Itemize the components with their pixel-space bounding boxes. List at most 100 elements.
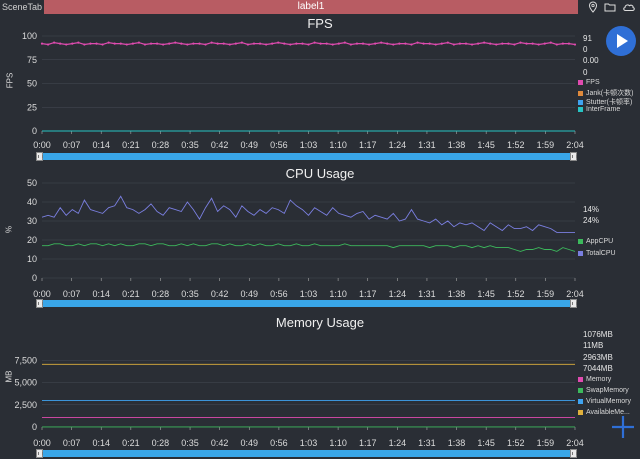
fps-point	[355, 42, 359, 45]
y-tick-label: 25	[27, 102, 37, 112]
cloud-icon[interactable]	[622, 2, 636, 12]
legend-label: VirtualMemory	[586, 398, 631, 405]
fps-point	[386, 42, 389, 45]
x-tick-label: 1:31	[418, 438, 436, 448]
fps-point	[367, 43, 371, 46]
legend-label: AvailableMe...	[586, 409, 630, 416]
legend-label: Jank(卡顿次数)	[586, 90, 634, 97]
fps-point	[234, 42, 237, 45]
add-button[interactable]	[610, 414, 636, 440]
x-tick-label: 1:24	[389, 140, 407, 150]
x-tick-label: 1:45	[477, 140, 495, 150]
legend-item-stutter[interactable]: Stutter(卡顿率)	[578, 97, 632, 107]
slider-handle-left[interactable]	[36, 449, 43, 458]
legend-swatch	[578, 251, 583, 256]
fps-point	[531, 42, 534, 45]
slider-handle-left[interactable]	[36, 299, 43, 308]
legend-item-fps[interactable]: FPS	[578, 79, 600, 86]
fps-value: 91	[583, 34, 592, 43]
legend-item-virtualmemory[interactable]: VirtualMemory	[578, 398, 631, 405]
slider-handle-right[interactable]	[570, 152, 577, 161]
legend-item-availablememory[interactable]: AvailableMe...	[578, 409, 630, 416]
legend-item-memory[interactable]: Memory	[578, 376, 611, 383]
fps-point	[119, 42, 122, 45]
x-tick-label: 0:42	[211, 289, 229, 299]
location-pin-icon[interactable]	[588, 1, 598, 13]
fps-point	[307, 43, 310, 46]
fps-point	[331, 43, 334, 46]
legend-item-interframe[interactable]: InterFrame	[578, 106, 620, 113]
x-tick-label: 1:24	[389, 438, 407, 448]
play-button[interactable]	[606, 26, 636, 56]
fps-point	[113, 42, 116, 45]
folder-icon[interactable]	[604, 2, 616, 12]
legend-item-jank[interactable]: Jank(卡顿次数)	[578, 88, 633, 98]
x-tick-label: 0:28	[152, 289, 170, 299]
legend-label: Memory	[586, 376, 612, 383]
fps-point	[458, 42, 462, 45]
x-tick-label: 0:21	[122, 140, 140, 150]
legend-item-totalcpu[interactable]: TotalCPU	[578, 250, 616, 257]
fps-point	[337, 42, 340, 45]
legend-item-swapmemory[interactable]: SwapMemory	[578, 387, 629, 394]
fps-point	[277, 41, 280, 44]
fps-point	[295, 42, 298, 45]
fps-point	[573, 43, 577, 46]
fps-point	[155, 42, 159, 45]
availablememory-value: 7044MB	[583, 364, 613, 373]
memory-range-slider[interactable]	[36, 449, 577, 458]
x-tick-label: 0:56	[270, 438, 288, 448]
fps-point	[416, 41, 419, 44]
y-tick-label: 50	[27, 79, 37, 89]
fps-point	[40, 42, 44, 45]
fps-point	[561, 42, 564, 45]
y-tick-label: 0	[32, 273, 37, 283]
x-tick-label: 1:45	[477, 289, 495, 299]
x-tick-label: 1:52	[507, 140, 525, 150]
fps-point	[258, 42, 262, 45]
legend-swatch	[578, 388, 583, 393]
fps-range-slider[interactable]	[36, 152, 577, 161]
legend-label: InterFrame	[586, 106, 621, 113]
fps-point	[470, 43, 474, 46]
fps-point	[162, 43, 165, 46]
x-tick-label: 1:17	[359, 140, 377, 150]
fps-point	[537, 43, 540, 46]
memory-chart-title: Memory Usage	[275, 315, 365, 330]
x-tick-label: 0:07	[63, 289, 81, 299]
fps-point	[198, 42, 201, 45]
slider-handle-right[interactable]	[570, 449, 577, 458]
fps-point	[149, 42, 153, 45]
x-tick-label: 0:49	[241, 438, 259, 448]
cpu-y-axis-label: %	[4, 225, 14, 234]
x-tick-label: 0:42	[211, 438, 229, 448]
slider-handle-left[interactable]	[36, 152, 43, 161]
fps-point	[289, 43, 292, 46]
fps-point	[495, 43, 498, 46]
x-tick-label: 0:28	[152, 438, 170, 448]
legend-item-appcpu[interactable]: AppCPU	[578, 238, 613, 245]
cpu-chart-title: CPU Usage	[285, 166, 355, 181]
scene-tab[interactable]: SceneTab	[2, 2, 43, 12]
stutter-value: 0.00	[583, 56, 599, 65]
fps-point	[107, 41, 110, 44]
fps-point	[549, 41, 552, 44]
x-tick-label: 0:14	[92, 140, 110, 150]
cpu-range-slider[interactable]	[36, 299, 577, 308]
x-tick-label: 1:52	[507, 438, 525, 448]
x-tick-label: 1:38	[448, 438, 466, 448]
fps-point	[483, 41, 486, 44]
series-line-totalcpu	[41, 195, 575, 233]
fps-point	[361, 42, 365, 45]
fps-point	[137, 41, 141, 44]
x-tick-label: 1:03	[300, 140, 318, 150]
x-tick-label: 1:59	[537, 289, 555, 299]
fps-point	[65, 43, 68, 46]
slider-handle-right[interactable]	[570, 299, 577, 308]
x-tick-label: 1:45	[477, 438, 495, 448]
y-tick-label: 0	[32, 126, 37, 136]
fps-point	[476, 42, 480, 45]
x-tick-label: 1:17	[359, 289, 377, 299]
fps-point	[125, 43, 128, 46]
fps-point	[265, 43, 268, 46]
